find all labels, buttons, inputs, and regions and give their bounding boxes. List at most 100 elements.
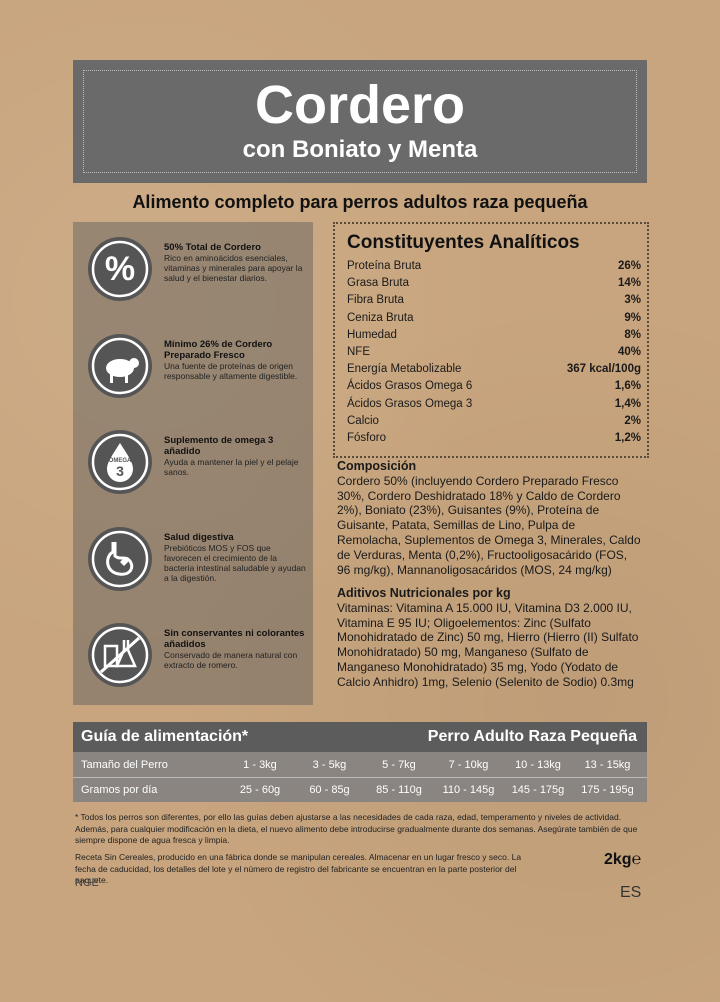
feature-icon: % (88, 237, 152, 301)
feature-text: Suplemento de omega 3 añadido Ayuda a man… (164, 435, 309, 477)
language: ES (620, 884, 642, 901)
analytical-name: Grasa Bruta (347, 277, 409, 290)
additives: Aditivos Nutricionales por kg Vitaminas:… (337, 586, 642, 690)
analytical-row: Calcio 2% (347, 415, 641, 432)
analytical-value: 367 kcal/100g (566, 363, 641, 376)
feature-icon (88, 333, 152, 398)
analytical-value: 26% (617, 260, 641, 272)
feeding-header: Guía de alimentación* Perro Adulto Raza … (73, 722, 647, 752)
feature: Mínimo 26% de Cordero Preparado Fresco Un… (73, 319, 313, 415)
icon-label: 3 (116, 463, 124, 479)
feeding-cell: 3 - 5kg (312, 759, 347, 771)
icon-label: % (105, 250, 135, 288)
analytical-row: Proteína Bruta 26% (347, 260, 641, 277)
analytical-value: 40% (617, 346, 641, 358)
feeding-label: Gramos por día (81, 783, 158, 796)
feature-title: Sin conservantes ni colorantes añadidos (164, 628, 305, 650)
feature: % 50% Total de Cordero Rico en aminoácidos… (73, 222, 313, 318)
feature-description: Rico en aminoácidos esenciales, vitamina… (164, 253, 303, 283)
feeding-cell: 5 - 7kg (382, 759, 416, 771)
feature: Salud digestiva Prebióticos MOS y FOS que… (73, 512, 313, 608)
analytical-value: 1,6% (614, 380, 641, 393)
feature-title: Suplemento de omega 3 añadido (164, 435, 274, 457)
feeding-cell: 7 - 10kg (448, 759, 489, 771)
analytical-row: Fósforo 1,2% (347, 432, 641, 449)
analytical-row: Ácidos Grasos Omega 6 1,6% (347, 380, 641, 397)
analytical-box: Constituyentes Analíticos Proteína Bruta… (333, 222, 649, 458)
feature-text: Mínimo 26% de Cordero Preparado Fresco Un… (164, 339, 309, 381)
analytical-name: NFE (347, 346, 370, 358)
analytical-row: Fibra Bruta 3% (347, 294, 641, 311)
feeding-cell: 60 - 85g (309, 783, 350, 796)
composition-title: Composición (337, 459, 417, 473)
analytical-title: Constituyentes Analíticos (347, 232, 580, 253)
feature-title: Salud digestiva (164, 531, 234, 543)
footnote: * Todos los perros son diferentes, por e… (75, 812, 638, 845)
tagline: Alimento completo para perros adultos ra… (132, 192, 588, 212)
analytical-value: 2% (624, 414, 641, 427)
analytical-name: Ácidos Grasos Omega 3 (347, 397, 473, 410)
analytical-name: Calcio (347, 414, 379, 427)
feeding-title: Guía de alimentación* (81, 728, 249, 745)
analytical-name: Ácidos Grasos Omega 6 (347, 380, 473, 393)
feeding-label: Tamaño del Perro (81, 759, 168, 771)
feature-icon (88, 526, 152, 591)
features-panel: % 50% Total de Cordero Rico en aminoácidos… (73, 222, 313, 705)
feature-text: Sin conservantes ni colorantes añadidos C… (164, 628, 309, 670)
storage: Receta Sin Cereales, producido en una fá… (75, 852, 522, 885)
feeding-cell: 13 - 15kg (584, 759, 631, 771)
feeding-cell: 85 - 110g (376, 783, 422, 796)
analytical-name: Energía Metabolizable (347, 363, 462, 376)
feature-text: 50% Total de Cordero Rico en aminoácidos … (164, 242, 309, 283)
additives-title: Aditivos Nutricionales por kg (337, 586, 511, 600)
analytical-name: Proteína Bruta (347, 260, 422, 272)
analytical-value: 1,4% (614, 397, 641, 410)
analytical-row: Energía Metabolizable 367 kcal/100g (347, 363, 641, 380)
feature-description: Ayuda a mantener la piel y el pelaje san… (164, 457, 299, 477)
feeding-cell: 25 - 60g (239, 783, 281, 796)
analytical-value: 14% (617, 277, 641, 290)
analytical-row: Ceniza Bruta 9% (347, 312, 641, 329)
feature-description: Conservado de manera natural con extract… (164, 650, 298, 670)
analytical-name: Fósforo (347, 432, 386, 444)
analytical-name: Fibra Bruta (347, 294, 404, 307)
feeding-row: Tamaño del Perro 1 - 3kg 3 - 5kg 5 - 7kg 7 -… (73, 753, 647, 778)
title: Cordero (254, 75, 465, 135)
feeding-cell: 145 - 175g (511, 783, 565, 796)
analytical-row: NFE 40% (347, 346, 641, 363)
icon-label: OMEGA (109, 458, 132, 464)
analytical-row: Humedad 8% (347, 329, 641, 346)
feature-title: 50% Total de Cordero (164, 242, 261, 253)
feature-description: Una fuente de proteínas de origen respon… (164, 360, 298, 381)
feature: Sin conservantes ni colorantes añadidos C… (73, 608, 313, 704)
analytical-name: Humedad (347, 328, 397, 341)
feeding-table: Guía de alimentación* Perro Adulto Raza … (73, 722, 647, 802)
composition: Composición Cordero 50% (incluyendo Cord… (337, 459, 642, 577)
subtitle: con Boniato y Menta (242, 136, 478, 163)
header-box: Cordero con Boniato y Menta (73, 60, 647, 183)
feature-description: Prebióticos MOS y FOS que favorecen el c… (164, 542, 306, 583)
analytical-row: Ácidos Grasos Omega 3 1,4% (347, 398, 641, 415)
analytical-value: 3% (624, 294, 641, 307)
feeding-cell: 1 - 3kg (243, 759, 277, 771)
analytical-value: 9% (624, 311, 641, 324)
analytical-value: 1,2% (614, 432, 641, 444)
analytical-name: Ceniza Bruta (347, 311, 414, 324)
feeding-cell: 175 - 195g (581, 783, 634, 796)
analytical-value: 8% (624, 328, 641, 341)
feature: OMEGA 3 Suplemento de omega 3 añadido Ayuda… (73, 415, 313, 511)
weight: 2kg℮ (604, 851, 642, 868)
feature-title: Mínimo 26% de Cordero Preparado Fresco (164, 338, 273, 361)
feeding-cell: 110 - 145g (442, 783, 495, 796)
feeding-row: Gramos por día 25 - 60g 60 - 85g 85 - 110g 1… (73, 778, 647, 802)
feature-icon (88, 623, 152, 687)
feeding-cell: 10 - 13kg (515, 759, 561, 771)
code: NGE (75, 877, 99, 889)
feeding-subtitle: Perro Adulto Raza Pequeña (427, 728, 637, 745)
composition-text: Cordero 50% (incluyendo Cordero Preparad… (337, 473, 641, 577)
analytical-row: Grasa Bruta 14% (347, 277, 641, 294)
feature-text: Salud digestiva Prebióticos MOS y FOS que… (164, 532, 309, 583)
additives-text: Vitaminas: Vitamina A 15.000 IU, Vitamin… (337, 600, 639, 689)
